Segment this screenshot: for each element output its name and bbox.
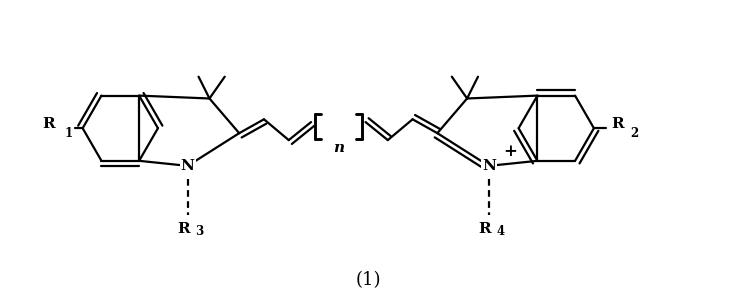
Text: 3: 3 bbox=[196, 225, 204, 238]
Text: +: + bbox=[503, 142, 517, 159]
Text: N: N bbox=[482, 159, 496, 173]
Text: 1: 1 bbox=[65, 127, 73, 140]
Text: n: n bbox=[333, 141, 344, 155]
Text: R: R bbox=[478, 222, 491, 236]
Text: R: R bbox=[612, 117, 624, 131]
Text: R: R bbox=[42, 117, 55, 131]
Text: (1): (1) bbox=[355, 271, 381, 289]
Text: 2: 2 bbox=[631, 127, 639, 140]
Text: 4: 4 bbox=[497, 225, 505, 238]
Text: R: R bbox=[177, 222, 190, 236]
Text: N: N bbox=[181, 159, 194, 173]
